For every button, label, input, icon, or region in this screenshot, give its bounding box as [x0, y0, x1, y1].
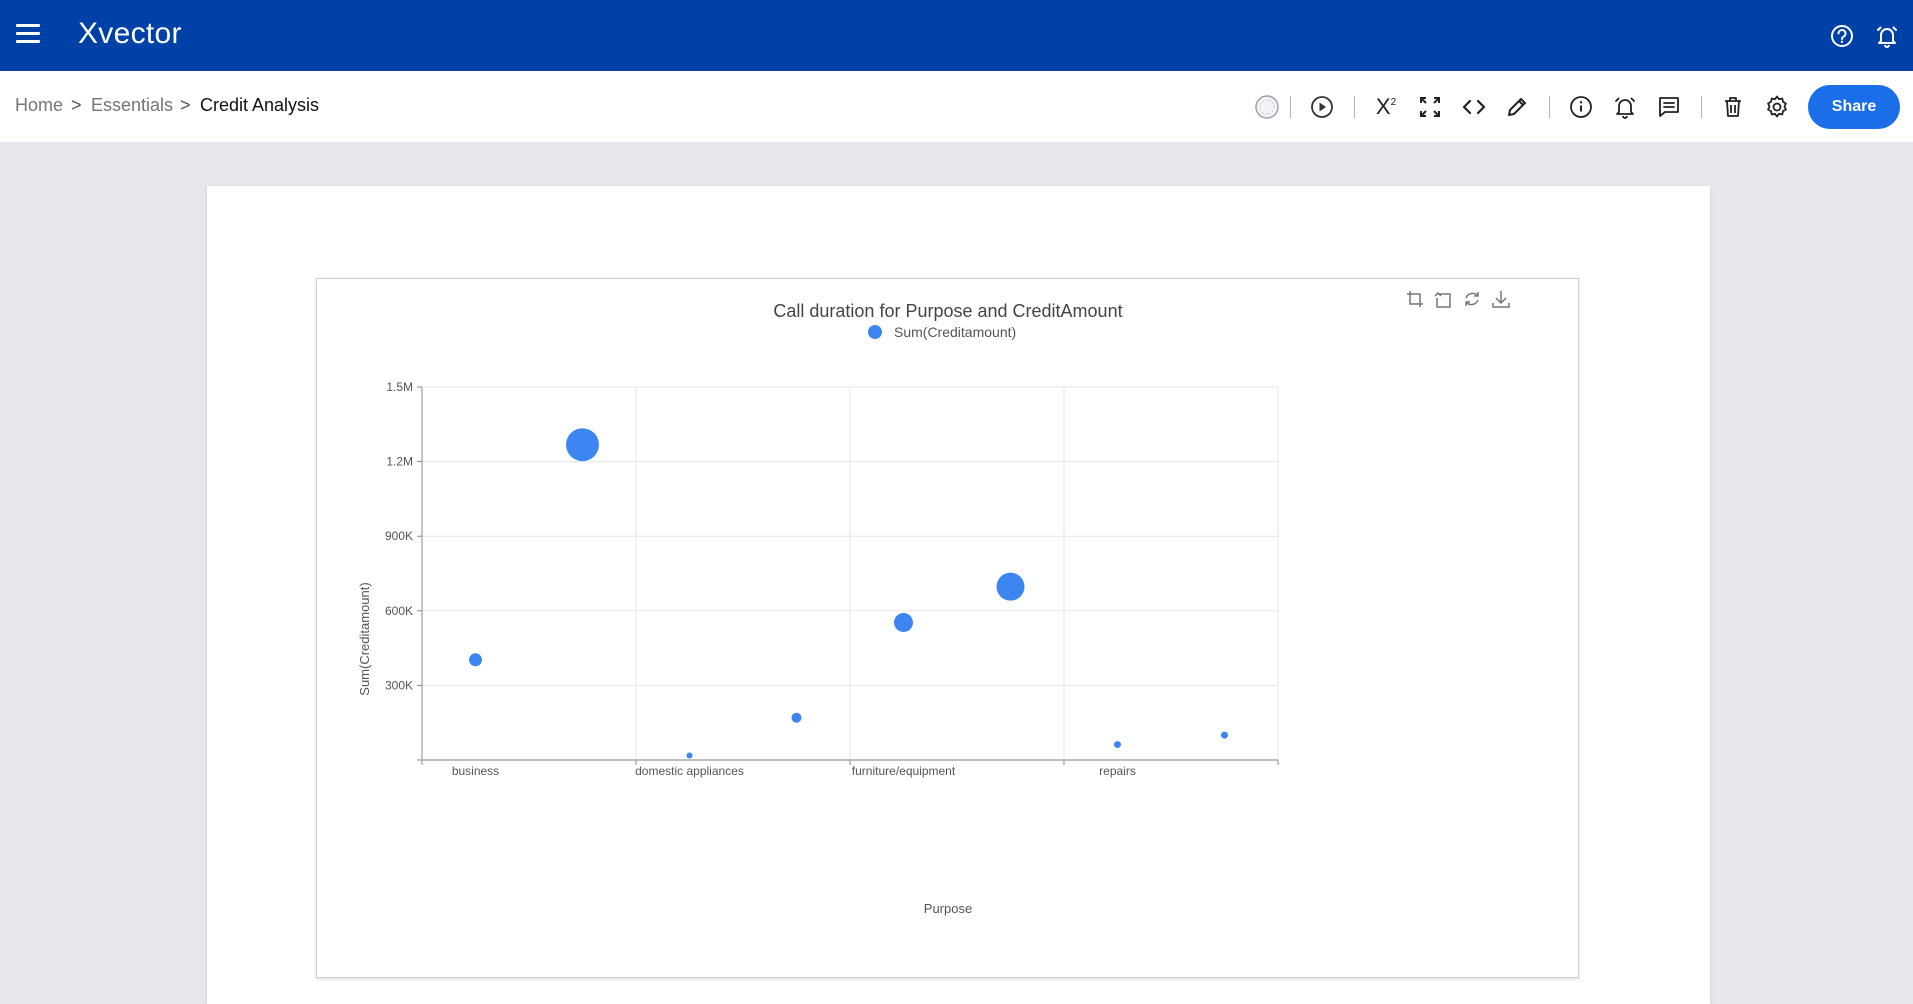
y-axis-label: Sum(Creditamount) [357, 582, 372, 695]
app-header: Xvector [0, 0, 1913, 71]
bubble-point[interactable] [1221, 731, 1228, 739]
breadcrumb-separator: > [71, 95, 82, 115]
chart-card: 300K 600K 900K 1.2M 1.5M business domestic app… [316, 278, 1579, 978]
share-button[interactable]: Share [1808, 85, 1900, 129]
help-icon[interactable] [1828, 22, 1856, 50]
x-axis-label: Purpose [924, 901, 972, 916]
bubble-point[interactable] [894, 612, 913, 632]
status-icon[interactable] [1252, 92, 1282, 122]
breadcrumb-home[interactable]: Home [15, 95, 64, 115]
x-tick-label: repairs [1099, 764, 1136, 778]
formula-label: X [1375, 94, 1391, 119]
breadcrumb-essentials[interactable]: Essentials [91, 95, 174, 115]
legend-marker[interactable] [868, 325, 882, 339]
alert-icon[interactable] [1610, 92, 1640, 122]
app-logo[interactable]: Xvector [78, 17, 182, 50]
bubble-point[interactable] [566, 428, 599, 462]
comment-icon[interactable] [1654, 92, 1684, 122]
legend-label[interactable]: Sum(Creditamount) [894, 324, 1016, 340]
menu-icon[interactable] [16, 24, 40, 48]
download-icon[interactable] [1492, 291, 1510, 308]
y-tick-label: 300K [385, 678, 413, 692]
breadcrumb-separator: > [180, 95, 191, 115]
y-tick-label: 600K [385, 604, 413, 618]
info-icon[interactable] [1566, 92, 1596, 122]
y-tick-label: 1.2M [386, 455, 413, 469]
formula-superscript: 2 [1390, 96, 1397, 108]
y-tick-label: 1.5M [386, 380, 413, 394]
x-tick-label: furniture/equipment [852, 764, 956, 778]
breadcrumb-current: Credit Analysis [200, 95, 320, 115]
chart-title: Call duration for Purpose and CreditAmou… [773, 301, 1122, 321]
bubble-point[interactable] [469, 653, 482, 667]
play-icon[interactable] [1307, 92, 1337, 122]
bubble-point[interactable] [996, 572, 1025, 601]
settings-icon[interactable] [1762, 92, 1792, 122]
bubble-point[interactable] [686, 752, 693, 759]
fullscreen-icon[interactable] [1415, 92, 1445, 122]
bubble-point[interactable] [791, 712, 802, 723]
delete-icon[interactable] [1718, 92, 1748, 122]
x-tick-label: domestic appliances [635, 764, 744, 778]
code-icon[interactable] [1459, 92, 1489, 122]
undo-crop-icon[interactable] [1434, 291, 1451, 308]
bubble-point[interactable] [1114, 741, 1121, 749]
crop-icon[interactable] [1407, 291, 1423, 307]
notifications-icon[interactable] [1873, 22, 1901, 50]
scatter-chart: 300K 600K 900K 1.2M 1.5M business domestic app… [357, 291, 1510, 916]
x-tick-label: business [452, 764, 499, 778]
y-tick-label: 900K [385, 529, 413, 543]
refresh-icon[interactable] [1465, 292, 1479, 306]
edit-icon[interactable] [1502, 92, 1532, 122]
